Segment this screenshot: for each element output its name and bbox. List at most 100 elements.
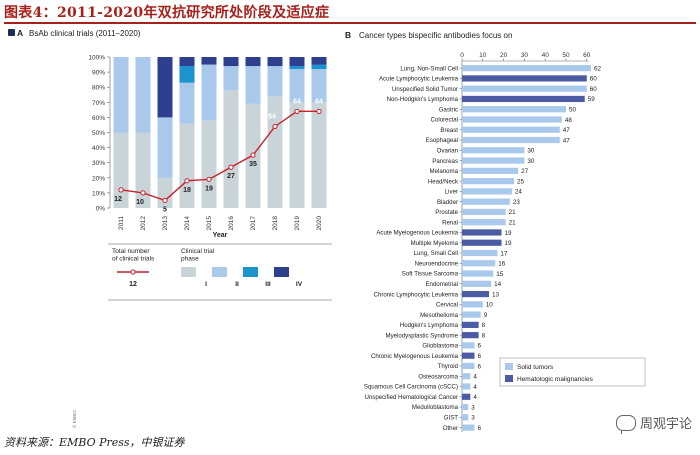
category-label: Gastric: [439, 106, 458, 113]
legend-label-phase-ii: II: [235, 281, 239, 288]
legend-swatch-phase-iii: [243, 267, 258, 277]
category-label: Pancreas: [432, 158, 458, 165]
x-tick-label: 10: [479, 52, 487, 59]
category-label: Lung, Non-Small Cell: [400, 65, 458, 72]
bar-2019-phase-i: [289, 102, 305, 208]
bar-2014-phase-iv: [179, 57, 195, 67]
legend-label-phase-i: I: [205, 281, 207, 288]
bar-value-label: 62: [594, 65, 602, 72]
bar-value-label: 50: [569, 107, 577, 114]
bar-neuroendocrine: [462, 260, 496, 267]
category-label: Squamous Cell Carcinoma (cSCC): [364, 384, 458, 391]
x-tick-label: 2015: [206, 216, 213, 231]
bar-value-label: 21: [509, 219, 517, 226]
x-tick-label: 20: [500, 52, 508, 59]
panel-b-title: Cancer types bispecific antibodies focus…: [359, 31, 512, 40]
bar-value-label: 23: [513, 199, 521, 206]
total-trials-point: [272, 123, 278, 130]
bar-bladder: [462, 198, 510, 205]
bar-2015-phase-i: [201, 120, 217, 208]
category-label: Mesothelioma: [420, 312, 459, 319]
x-tick-label: 50: [562, 52, 570, 59]
bar-value-label: 48: [565, 117, 573, 124]
y-tick-label: 10%: [92, 190, 105, 197]
bar-2015-phase-iv: [201, 57, 217, 65]
trials-data-label: 19: [205, 185, 213, 192]
source-note: 资料来源：EMBO Press，中银证券: [4, 436, 185, 449]
bar-2019-phase-ii: [289, 69, 305, 103]
total-trials-point: [294, 108, 300, 114]
panel-a-title: BsAb clinical trials (2011–2020): [29, 29, 141, 38]
bar-2017-phase-ii: [245, 66, 261, 104]
bar-2016-phase-ii: [223, 66, 239, 91]
bar-value-label: 4: [473, 384, 477, 391]
bar-ovarian: [462, 147, 525, 154]
bar-value-label: 16: [498, 261, 506, 268]
panel-a-marker: [8, 29, 15, 36]
bar-lung-small-cell: [462, 249, 498, 257]
total-trials-point: [250, 152, 256, 158]
y-tick-label: 40%: [92, 145, 105, 152]
bar-value-label: 59: [588, 96, 596, 103]
bar-medulloblastoma: [462, 403, 469, 411]
bar-endometrial: [462, 280, 492, 287]
category-label: Medulloblastoma: [412, 404, 459, 411]
total-trials-point: [316, 108, 322, 114]
category-label: Hodgkin's Lymphoma: [400, 322, 459, 329]
bar-2020-phase-iii: [311, 64, 327, 70]
bar-2017-phase-iv: [245, 57, 261, 67]
watermark-text: 周观宇论: [639, 417, 692, 432]
bar-2020-phase-ii: [311, 69, 327, 103]
category-label: Unspecified Hematological Cancer: [365, 394, 458, 401]
bar-value-label: 6: [477, 343, 481, 350]
bar-hodgkin-s-lymphoma: [462, 321, 479, 328]
category-label: Non-Hodgkin's Lymphoma: [387, 96, 459, 103]
bar-value-label: 60: [590, 86, 598, 93]
x-tick-label: 2017: [250, 216, 257, 231]
bar-2015-phase-ii: [201, 64, 217, 121]
y-tick-label: 30%: [92, 160, 105, 167]
bar-cervical: [462, 301, 483, 308]
bar-liver: [462, 188, 512, 195]
bar-value-label: 17: [500, 250, 508, 257]
x-tick-label: 2019: [294, 216, 301, 231]
bar-myelodysplastic-syndrome: [462, 332, 479, 339]
legend-swatch-phase-ii: [212, 267, 227, 277]
category-label: Myelodysplastic Syndrome: [386, 332, 459, 339]
category-label: Unspecified Solid Tumor: [392, 86, 458, 93]
bar-value-label: 6: [477, 353, 481, 360]
legend-swatch-heme: [505, 375, 513, 382]
trials-data-label: 5: [163, 206, 167, 213]
bar-pancreas: [462, 157, 525, 164]
category-label: Liver: [445, 189, 458, 196]
bar-glioblastoma: [462, 342, 475, 349]
category-label: Other: [443, 425, 458, 432]
bar-multiple-myeloma: [462, 239, 502, 246]
bar-value-label: 10: [486, 302, 494, 309]
legend-label-heme: Hematologic malignancies: [517, 376, 594, 383]
bar-2011-phase-i: [113, 132, 129, 208]
legend-phase-title: Clinical trial phase: [181, 248, 215, 263]
bar-thyroid: [462, 362, 475, 370]
x-tick-label: 2014: [184, 216, 191, 231]
bar-2018-phase-ii: [267, 66, 283, 97]
cancer-types-bar-chart: B Cancer types bispecific antibodies focu…: [345, 30, 646, 432]
bar-2014-phase-iii: [179, 66, 195, 83]
bar-acute-myelogenous-leukemia: [462, 229, 502, 236]
bar-unspecified-hematological-cancer: [462, 393, 471, 400]
bar-breast: [462, 126, 560, 133]
legend-swatch-phase-i: [181, 267, 196, 277]
total-trials-point: [184, 178, 190, 184]
bar-2019-phase-iv: [289, 57, 305, 67]
category-label: GIST: [444, 415, 458, 422]
category-label: Prostate: [435, 209, 458, 216]
category-label: Melanoma: [430, 168, 459, 175]
x-tick-label: 2020: [316, 216, 323, 231]
bar-non-hodgkin-s-lymphoma: [462, 95, 585, 103]
category-label: Multiple Myeloma: [411, 240, 459, 247]
bar-squamous-cell-carcinoma-cscc-: [462, 383, 471, 390]
total-trials-point: [228, 164, 234, 170]
category-label: Renal: [442, 219, 458, 226]
bar-2020-phase-i: [311, 102, 327, 208]
bar-value-label: 8: [482, 322, 486, 329]
